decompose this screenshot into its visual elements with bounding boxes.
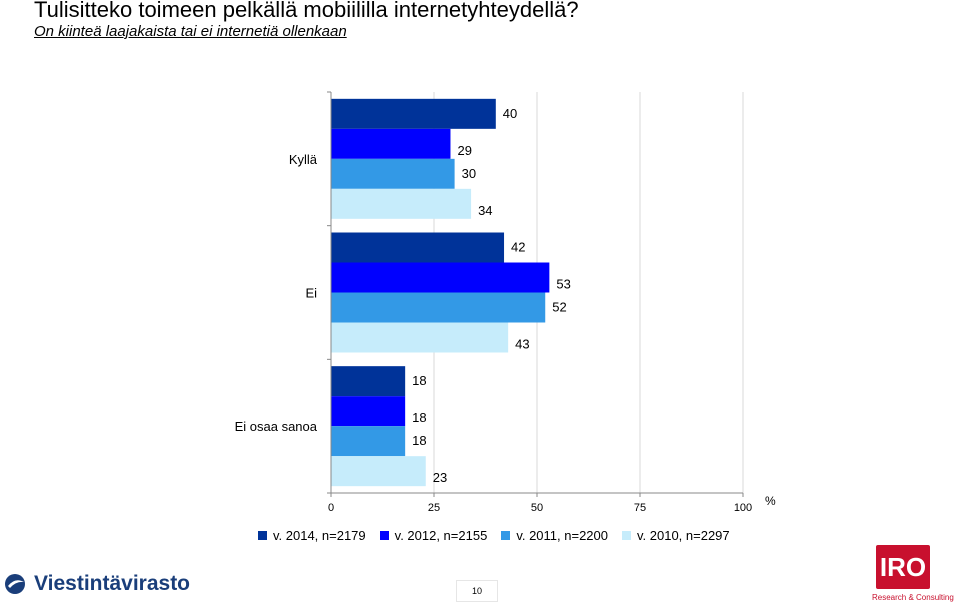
data-label: 40 bbox=[503, 106, 517, 121]
data-label: 18 bbox=[412, 410, 426, 425]
data-label: 52 bbox=[552, 300, 566, 315]
page-number: 10 bbox=[456, 580, 498, 602]
data-label: 29 bbox=[457, 143, 471, 158]
bar bbox=[331, 456, 426, 487]
bar bbox=[331, 128, 451, 159]
logo-left-text: Viestintävirasto bbox=[34, 572, 191, 595]
bar bbox=[331, 232, 505, 263]
data-label: 34 bbox=[478, 203, 492, 218]
legend-label: v. 2014, n=2179 bbox=[273, 528, 366, 543]
x-tick-label: 50 bbox=[531, 502, 543, 514]
bar bbox=[331, 262, 550, 293]
chart-subtitle: On kiinteä laajakaista tai ei internetiä… bbox=[34, 23, 347, 40]
category-label: Kyllä bbox=[289, 152, 318, 167]
legend-item: v. 2012, n=2155 bbox=[379, 528, 488, 543]
iro-logo-subtitle: Research & Consulting bbox=[872, 593, 954, 602]
legend-swatch bbox=[258, 531, 267, 540]
legend-item: v. 2011, n=2200 bbox=[501, 528, 608, 543]
data-label: 42 bbox=[511, 240, 525, 255]
bar bbox=[331, 322, 509, 353]
legend-label: v. 2011, n=2200 bbox=[516, 528, 608, 543]
legend-item: v. 2010, n=2297 bbox=[622, 528, 730, 543]
viestintavirasto-logo: Viestintävirasto bbox=[4, 572, 190, 596]
bar bbox=[331, 158, 455, 189]
data-label: 53 bbox=[556, 277, 570, 292]
legend-label: v. 2012, n=2155 bbox=[394, 528, 488, 543]
x-tick-label: 100 bbox=[734, 502, 752, 514]
category-label: Ei bbox=[305, 286, 317, 301]
category-label: Ei osaa sanoa bbox=[235, 419, 318, 434]
x-tick-label: 0 bbox=[328, 502, 334, 514]
data-label: 43 bbox=[515, 337, 529, 352]
legend-swatch bbox=[622, 531, 631, 540]
bar bbox=[331, 426, 406, 457]
data-label: 18 bbox=[412, 433, 426, 448]
bar bbox=[331, 396, 406, 427]
data-label: 18 bbox=[412, 373, 426, 388]
bar bbox=[331, 98, 496, 129]
x-tick-label: 75 bbox=[634, 502, 646, 514]
legend-swatch bbox=[379, 531, 389, 540]
bar bbox=[331, 188, 472, 219]
data-label: 23 bbox=[433, 470, 447, 485]
bar bbox=[331, 366, 406, 397]
bar bbox=[331, 292, 546, 323]
data-label: 30 bbox=[462, 166, 476, 181]
x-tick-label: 25 bbox=[428, 502, 440, 514]
legend: v. 2014, n=2179 v. 2012, n=2155 v. 2011,… bbox=[258, 528, 730, 543]
chart-title: Tulisitteko toimeen pelkällä mobiililla … bbox=[34, 0, 579, 22]
iro-logo: IRO bbox=[876, 545, 930, 589]
legend-item: v. 2014, n=2179 bbox=[258, 528, 366, 543]
legend-swatch bbox=[501, 531, 511, 540]
logo-mark-icon bbox=[5, 574, 25, 594]
legend-label: v. 2010, n=2297 bbox=[637, 528, 730, 543]
x-unit-label: % bbox=[765, 494, 776, 508]
